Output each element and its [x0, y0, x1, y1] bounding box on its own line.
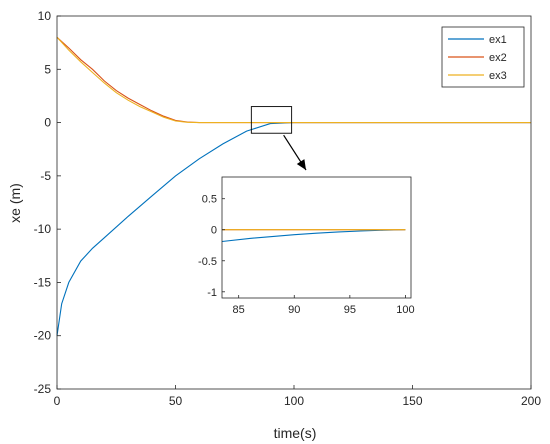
y-tick-label: -10: [34, 222, 52, 236]
x-axis-label: time(s): [274, 425, 317, 441]
y-tick-label: -20: [34, 329, 52, 343]
legend-label-ex3: ex3: [489, 70, 507, 82]
legend-label-ex2: ex2: [489, 52, 507, 64]
inset-x-tick-label: 95: [344, 304, 356, 316]
inset-y-tick-label: -0.5: [198, 256, 217, 268]
inset-x-tick-label: 90: [288, 304, 300, 316]
zoom-arrow-head: [296, 159, 306, 170]
x-tick-label: 0: [54, 394, 61, 408]
legend: ex1 ex2 ex3: [441, 26, 525, 88]
y-tick-label: 10: [38, 9, 52, 23]
y-tick-label: -15: [34, 275, 52, 289]
y-tick-label: -25: [34, 382, 52, 396]
series-line-ex3: [56, 36, 531, 124]
inset-x-tick-label: 85: [233, 304, 245, 316]
inset-y-tick-label: 0.5: [202, 194, 217, 206]
legend-label-ex1: ex1: [489, 34, 507, 46]
x-tick-label: 200: [521, 394, 541, 408]
inset-x-tick-label: 100: [396, 304, 414, 316]
y-tick-label: 5: [44, 62, 51, 76]
x-tick-label: 100: [284, 394, 304, 408]
x-tick-label: 150: [402, 394, 422, 408]
x-tick-label: 50: [169, 394, 183, 408]
inset-plot: 85 90 95 100 0.5 0 -0.5 -1: [198, 106, 415, 316]
zoom-region-box: [250, 106, 293, 134]
y-tick-label: 0: [44, 116, 51, 130]
inset-background: [222, 177, 411, 298]
inset-y-tick-label: -1: [207, 287, 217, 299]
y-tick-label: -5: [40, 169, 51, 183]
y-axis-label: xe (m): [7, 183, 23, 223]
inset-series-line-ex1: [221, 229, 406, 243]
inset-y-tick-label: 0: [211, 225, 217, 237]
inset-frame: [221, 176, 412, 299]
